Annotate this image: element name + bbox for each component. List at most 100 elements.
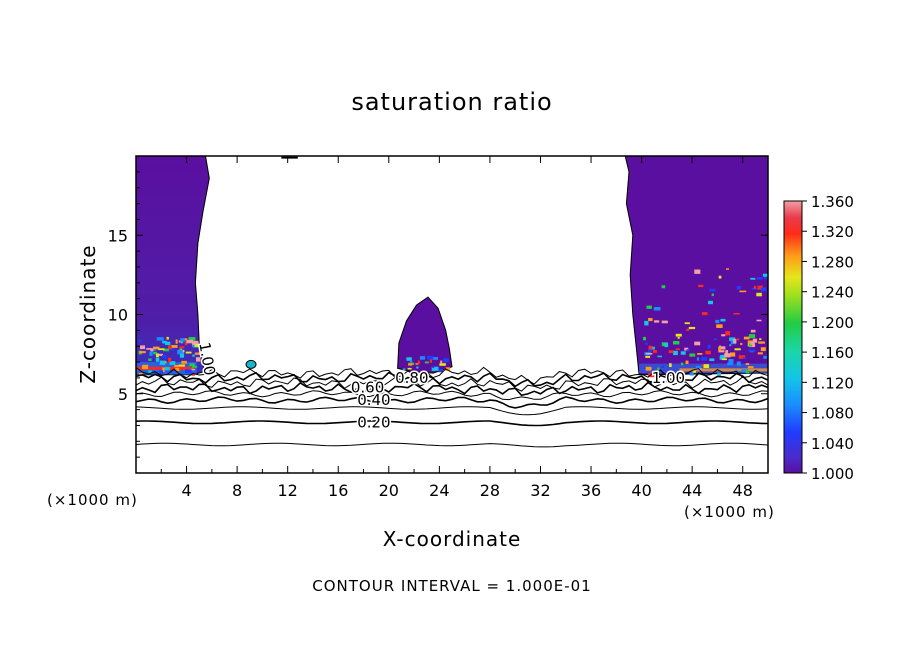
right-base-speckle [763,355,767,359]
contour-line [136,406,768,416]
left-base-speckle [148,370,152,374]
dome-base-speckle [424,361,429,364]
right-base-speckle [745,370,750,374]
left-base-speckle [155,353,159,358]
x-tick-label: 16 [328,481,348,500]
contour-label: 1.00 [652,369,685,387]
right-column-texture [757,285,763,290]
left-base-speckle [181,360,187,364]
contour-line [136,376,768,392]
y-tick-label: 5 [118,385,128,404]
dome-base-speckle [431,357,438,360]
right-base-speckle [657,367,660,371]
right-base-speckle [718,350,725,353]
x-tick-label: 12 [278,481,298,500]
dome-base-speckle [419,356,426,360]
left-base-speckle [182,363,185,366]
right-column-texture [750,329,756,333]
right-base-speckle [713,338,718,341]
x-tick-label: 44 [682,481,702,500]
right-base-speckle [685,360,689,364]
right-base-speckle [747,366,754,369]
right-base-speckle [680,351,686,355]
left-base-speckle [178,364,185,367]
left-base-speckle [163,348,169,352]
right-column-texture [711,293,714,297]
right-column-texture [762,273,768,277]
right-base-speckle [740,342,743,346]
y-tick-label: 10 [108,306,128,325]
right-base-speckle [757,352,763,355]
dome-base-speckle [431,366,439,371]
left-base-speckle [175,367,180,372]
right-column-texture [646,305,652,309]
left-base-speckle [162,367,165,372]
left-base-speckle [157,353,163,356]
colorbar [783,200,803,474]
right-base-speckle [696,357,700,361]
right-base-speckle [745,363,750,365]
left-base-speckle [150,348,154,352]
contour-line [136,396,768,409]
right-column-texture [661,320,668,324]
colorbar-label: 1.200 [811,314,854,332]
left-base-speckle [177,350,183,355]
right-base-speckle [728,359,734,364]
left-base-speckle [169,361,176,365]
left-base-speckle [155,357,160,362]
right-base-speckle [750,342,755,345]
dome-base-speckle [443,358,449,363]
right-base-speckle [673,341,680,345]
right-base-speckle [759,338,762,340]
contour-line [136,381,768,397]
left-base-speckle [191,365,198,368]
left-base-speckle [146,348,153,350]
right-column-texture [739,290,747,293]
x-tick-label: 36 [581,481,601,500]
x-tick-label: 4 [181,481,191,500]
right-base-speckle [689,353,696,357]
right-base-speckle [643,336,646,341]
dome-base-speckle [417,360,420,364]
left-base-speckle [194,352,201,355]
plot-area: 0.20 0.400.60 0.80 1.00 1.00 [136,156,768,448]
right-base-speckle [689,372,694,376]
right-base-speckle [705,350,711,355]
chart-title: saturation ratio [351,88,553,116]
contour-label: 1.00 [195,341,219,377]
colorbar-label: 1.360 [811,193,854,211]
right-base-speckle [748,349,756,352]
colorbar-label: 1.280 [811,253,854,271]
left-base-speckle [179,347,182,352]
small-supersaturated-cell [245,359,257,369]
left-base-speckle [196,357,201,362]
right-column-texture [686,328,690,331]
x-tick-label: 40 [631,481,651,500]
contour-line [136,366,768,385]
right-base-speckle [677,336,680,339]
left-base-speckle [165,341,171,346]
dome-base-speckle [429,358,432,363]
left-base-speckle [190,368,195,371]
left-base-speckle [148,358,152,361]
dome-base-speckle [408,363,413,366]
x-unit-label-left: (×1000 m) [47,491,138,509]
right-column-texture [756,319,762,322]
dome-base-speckle [406,357,412,361]
left-base-speckle [149,351,153,356]
x-tick-label: 8 [232,481,242,500]
left-base-speckle [139,351,146,354]
right-base-speckle [680,362,684,366]
dome-base-speckle [438,369,443,373]
colorbar-label: 1.080 [811,405,854,423]
contour-line [136,371,768,388]
left-base-speckle [186,339,193,344]
contour-label: 0.20 [357,413,390,431]
right-base-speckle [664,342,669,348]
right-base-speckle [684,347,689,351]
right-column-texture [720,318,726,322]
contour-line [136,390,768,401]
right-base-speckle [675,348,680,350]
